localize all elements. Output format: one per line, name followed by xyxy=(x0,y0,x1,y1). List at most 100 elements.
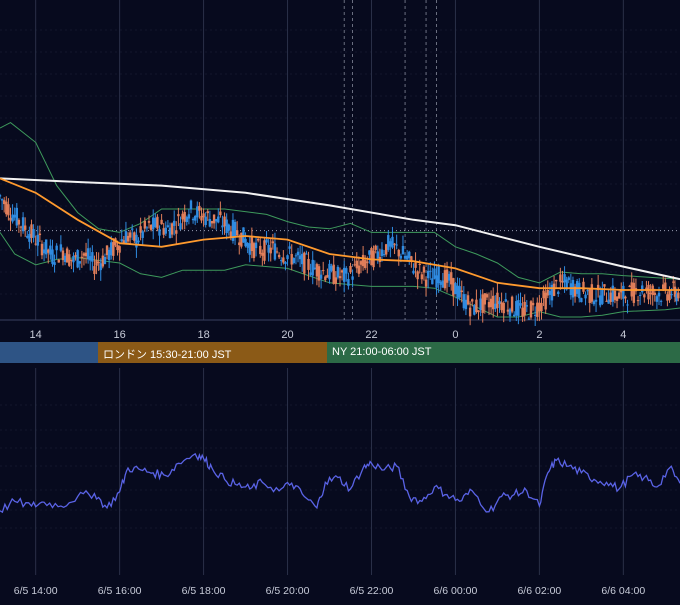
candle-up xyxy=(508,309,512,317)
candle-down xyxy=(200,215,203,221)
candle-up xyxy=(435,275,438,288)
candle-up xyxy=(376,251,379,259)
candle-up xyxy=(246,243,249,248)
candle-down xyxy=(445,269,449,283)
candle-up xyxy=(311,259,314,276)
candle-down xyxy=(303,252,306,274)
candle-down xyxy=(149,224,153,230)
candle-down xyxy=(475,299,478,313)
candle-up xyxy=(382,254,386,256)
candle-down xyxy=(542,290,545,299)
candle-down xyxy=(357,265,361,274)
candle-down xyxy=(275,251,279,253)
candle-up xyxy=(601,288,604,304)
candle-up xyxy=(584,294,587,299)
candle-down xyxy=(632,282,636,303)
candle-down xyxy=(366,261,369,264)
candle-down xyxy=(74,255,77,257)
candle-down xyxy=(468,307,472,317)
candle-down xyxy=(30,224,33,238)
candle-up xyxy=(292,257,296,264)
candle-up xyxy=(569,283,573,296)
candle-down xyxy=(80,256,84,259)
price-x-tick-label: 0 xyxy=(452,329,458,341)
candle-up xyxy=(328,263,331,280)
price-x-tick-label: 2 xyxy=(536,329,542,341)
candle-down xyxy=(677,292,680,299)
candle-up xyxy=(89,256,92,261)
candle-up xyxy=(86,248,90,260)
candle-down xyxy=(238,242,241,246)
candle-down xyxy=(672,281,675,283)
oscillator xyxy=(0,452,680,514)
candle-down xyxy=(349,265,352,273)
candle-up xyxy=(401,245,405,255)
candle-down xyxy=(116,244,119,251)
candle-up xyxy=(189,200,193,210)
oscillator-x-axis: 6/5 14:00 6/5 16:00 6/5 18:00 6/5 20:00 6/5 … xyxy=(14,585,646,597)
candle-down xyxy=(156,216,159,229)
candle-up xyxy=(49,245,52,255)
candle-down xyxy=(160,219,163,225)
candle-up xyxy=(42,249,46,254)
candle-up xyxy=(659,300,663,302)
price-x-tick-label: 20 xyxy=(281,329,293,341)
candle-down xyxy=(183,211,186,222)
candle-up xyxy=(641,285,644,293)
candle-up xyxy=(124,231,128,245)
candle-up xyxy=(185,217,188,223)
candle-up xyxy=(0,195,2,197)
candle-down xyxy=(649,292,652,294)
candle-up xyxy=(225,219,228,234)
candle-down xyxy=(170,223,174,235)
price-x-tick-label: 18 xyxy=(197,329,209,341)
candle-down xyxy=(662,284,665,289)
candle-up xyxy=(565,279,568,290)
candle-down xyxy=(471,299,474,302)
candle-up xyxy=(454,283,457,295)
candle-down xyxy=(624,296,627,299)
candle-up xyxy=(387,235,390,250)
candle-up xyxy=(336,266,340,278)
candle-down xyxy=(61,250,65,261)
candle-down xyxy=(326,274,329,278)
candle-down xyxy=(554,280,558,282)
candle-up xyxy=(405,255,409,260)
candle-up xyxy=(447,273,451,281)
candle-up xyxy=(280,260,283,262)
candle-up xyxy=(395,244,398,246)
candle-down xyxy=(322,270,325,272)
candle-up xyxy=(145,227,149,229)
candle-up xyxy=(319,274,323,279)
candle-up xyxy=(675,294,678,302)
candle-down xyxy=(506,309,510,312)
candle-down xyxy=(206,211,209,214)
candle-up xyxy=(44,239,48,255)
candle-down xyxy=(636,300,640,302)
candle-up xyxy=(498,301,501,304)
candle-down xyxy=(546,290,549,296)
session-new-york: NY 21:00-06:00 JST xyxy=(327,342,680,363)
session-tokyo xyxy=(0,342,98,363)
candle-up xyxy=(233,221,237,238)
candle-down xyxy=(450,272,453,285)
candle-up xyxy=(458,286,461,298)
candle-down xyxy=(5,201,8,215)
candle-up xyxy=(504,299,508,302)
candle-down xyxy=(212,214,216,224)
moving-averages xyxy=(0,177,680,291)
candle-down xyxy=(529,301,533,318)
candle-up xyxy=(567,277,570,280)
candle-down xyxy=(47,249,50,253)
candle-down xyxy=(502,302,505,314)
candle-down xyxy=(492,295,495,310)
session-london: ロンドン 15:30-21:00 JST xyxy=(98,342,327,363)
candle-up xyxy=(107,249,111,261)
candle-up xyxy=(244,238,247,247)
candle-up xyxy=(284,262,287,264)
candle-up xyxy=(231,219,235,241)
candle-up xyxy=(227,224,230,231)
candle-up xyxy=(248,243,251,255)
candle-up xyxy=(59,244,63,251)
candle-down xyxy=(559,274,562,282)
